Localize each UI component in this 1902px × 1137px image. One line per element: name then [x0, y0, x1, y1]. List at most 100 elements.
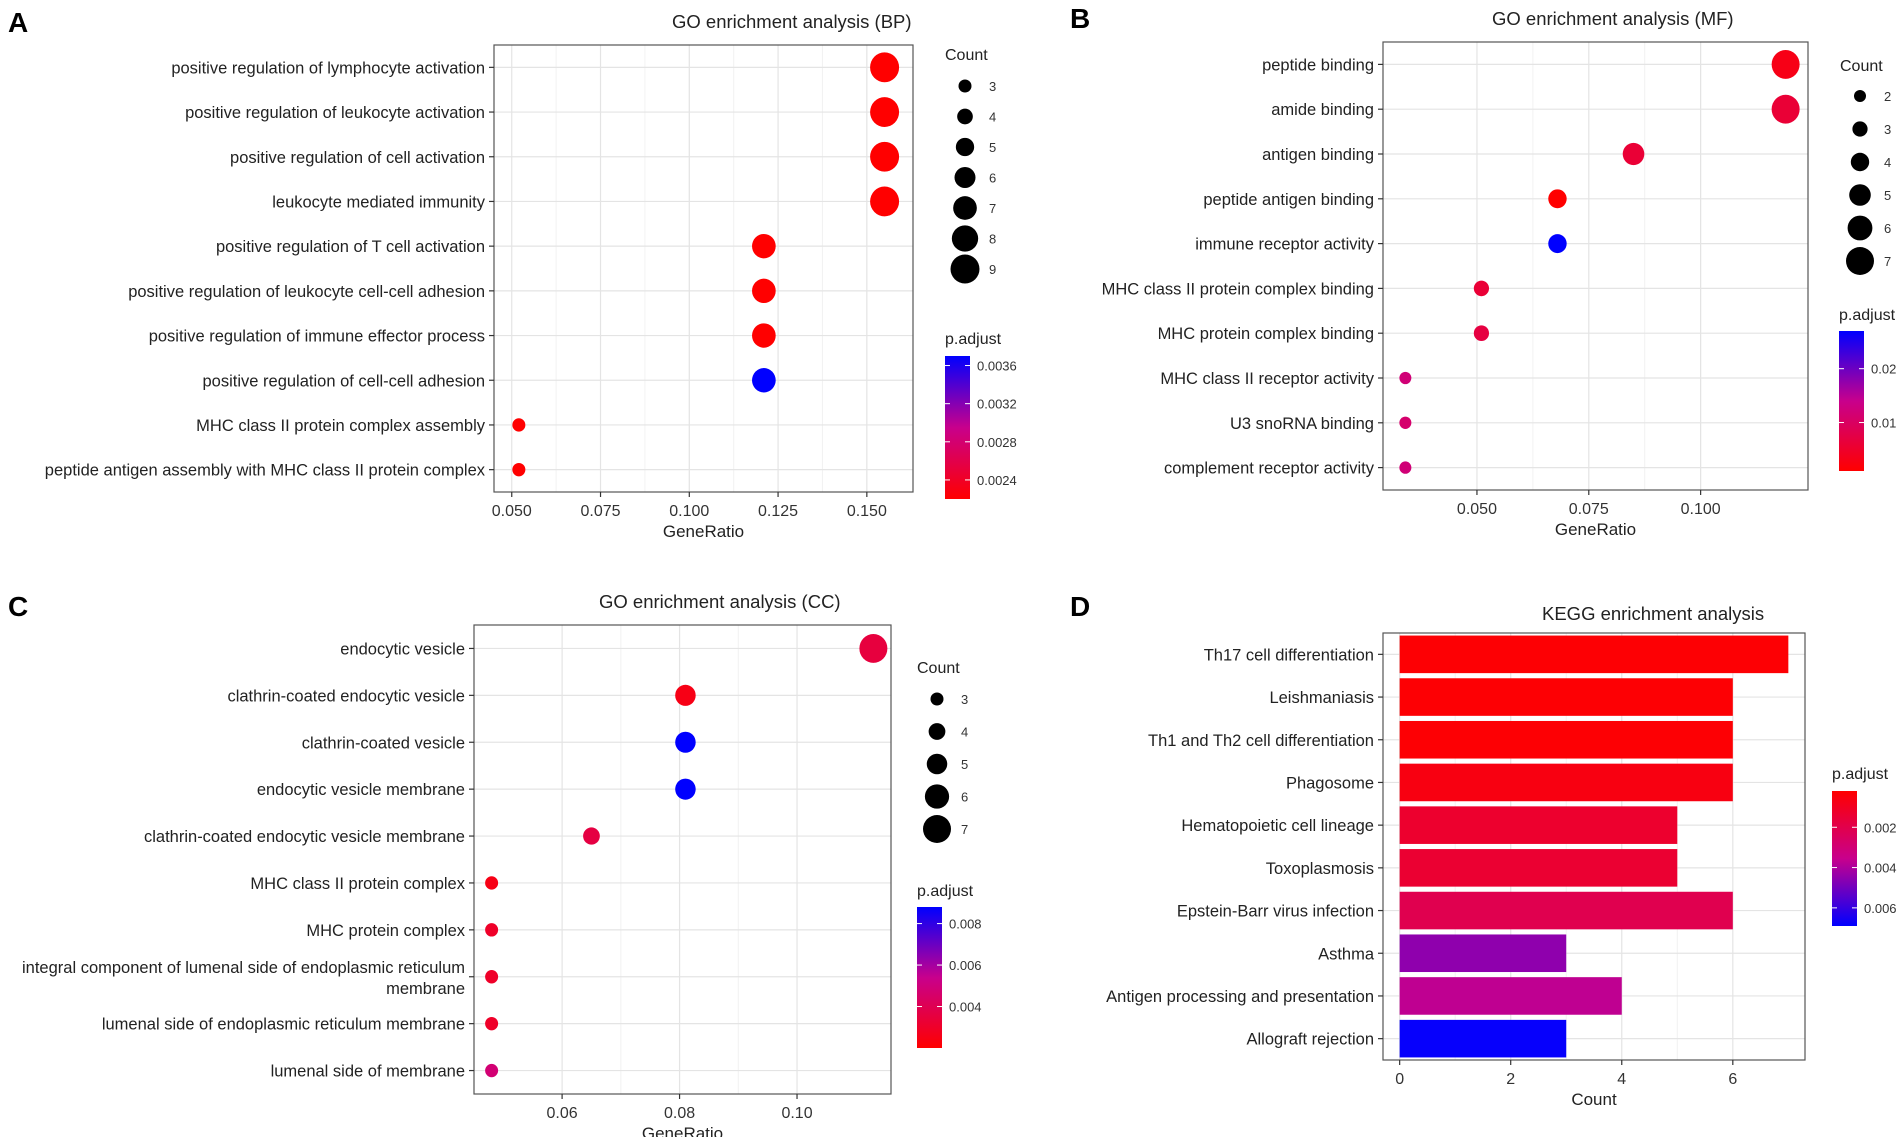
y-category-label: positive regulation of immune effector p… — [149, 328, 485, 346]
color-legend-bar — [917, 907, 942, 1048]
y-category-label: membrane — [386, 980, 465, 998]
color-legend-label: 0.004 — [1864, 861, 1897, 876]
data-point — [485, 923, 499, 937]
panel-d: KEGG enrichment analysis 0 2 4 6 Count Th17 ce… — [1106, 603, 1896, 1109]
x-tick-label: 0.08 — [664, 1105, 695, 1122]
data-point — [859, 634, 888, 663]
y-category-label: clathrin-coated vesicle — [302, 734, 465, 752]
panel-a: GO enrichment analysis (BP) 0.050 0.075 0.1… — [45, 11, 1017, 541]
y-category-label: Leishmaniasis — [1269, 689, 1374, 707]
x-tick-label: 0.050 — [492, 503, 532, 520]
data-point — [1622, 142, 1645, 166]
chart-title: KEGG enrichment analysis — [1542, 603, 1764, 624]
chart-title: GO enrichment analysis (BP) — [672, 11, 912, 32]
y-category-label: MHC class II protein complex assembly — [196, 417, 486, 435]
x-axis-label: GeneRatio — [1555, 520, 1636, 539]
x-tick-label: 0.050 — [1457, 501, 1497, 518]
color-legend-title: p.adjust — [1832, 766, 1889, 783]
data-point — [485, 1063, 499, 1078]
size-legend-dot — [1846, 247, 1874, 275]
y-category-label: peptide antigen binding — [1203, 191, 1374, 209]
y-category-label: positive regulation of cell-cell adhesio… — [203, 372, 486, 390]
y-category-label: U3 snoRNA binding — [1230, 415, 1374, 433]
plot-border — [1382, 41, 1809, 491]
color-legend-label: 0.0024 — [977, 473, 1017, 488]
data-point — [1548, 234, 1567, 254]
size-legend-dot — [954, 167, 976, 188]
data-point — [870, 52, 900, 83]
data-point — [870, 141, 900, 172]
y-category-label: Phagosome — [1286, 774, 1374, 792]
size-legend-dot — [923, 815, 951, 843]
panel-c: GO enrichment analysis (CC) 0.06 0.08 0.10 G… — [22, 591, 982, 1137]
size-legend-title: Count — [945, 47, 988, 64]
size-legend-label: 6 — [961, 790, 968, 805]
bar — [1399, 849, 1678, 887]
data-point — [1399, 371, 1412, 385]
size-legend-label: 7 — [989, 201, 996, 216]
y-category-label: Hematopoietic cell lineage — [1181, 817, 1374, 835]
data-point — [485, 970, 499, 984]
bar — [1399, 891, 1733, 930]
color-legend-bar — [945, 356, 970, 499]
color-legend-label: 0.0036 — [977, 359, 1017, 374]
y-category-label: MHC class II protein complex — [250, 875, 465, 893]
size-legend-dot — [957, 108, 973, 125]
y-category-label: peptide binding — [1262, 56, 1374, 74]
panel-label-b: B — [1070, 3, 1090, 34]
bar — [1399, 720, 1733, 759]
bar — [1399, 806, 1678, 844]
y-category-label: endocytic vesicle — [340, 640, 465, 658]
y-category-label: Epstein-Barr virus infection — [1177, 903, 1374, 921]
x-axis-label: GeneRatio — [642, 1124, 723, 1137]
y-category-label: MHC class II receptor activity — [1160, 370, 1374, 388]
size-legend-label: 7 — [1884, 254, 1891, 269]
y-category-label: Allograft rejection — [1247, 1031, 1374, 1049]
color-legend-label: 0.02 — [1871, 362, 1896, 377]
color-legend-label: 0.004 — [949, 1000, 982, 1015]
size-legend-label: 4 — [961, 725, 968, 740]
chart-title: GO enrichment analysis (MF) — [1492, 8, 1734, 29]
color-legend-title: p.adjust — [945, 331, 1002, 348]
data-point — [583, 827, 600, 845]
color-legend-title: p.adjust — [1839, 307, 1896, 324]
size-legend-label: 8 — [989, 232, 996, 247]
x-tick-label: 2 — [1506, 1071, 1515, 1088]
color-legend-label: 0.0032 — [977, 397, 1017, 412]
data-point — [870, 97, 900, 127]
x-tick-label: 0.06 — [547, 1105, 578, 1122]
data-point — [752, 233, 776, 259]
bar — [1399, 977, 1622, 1015]
size-legend-label: 5 — [961, 757, 968, 772]
panel-label-a: A — [8, 7, 28, 38]
size-legend-title: Count — [917, 660, 960, 677]
y-category-label: integral component of lumenal side of en… — [22, 959, 465, 977]
bar — [1399, 934, 1567, 973]
size-legend-dot — [951, 225, 979, 252]
data-point — [752, 323, 776, 348]
y-category-label: positive regulation of T cell activation — [216, 238, 485, 256]
data-point — [675, 778, 696, 800]
size-legend-dot — [924, 784, 950, 809]
y-category-label: Th1 and Th2 cell differentiation — [1148, 732, 1374, 750]
y-category-label: Toxoplasmosis — [1266, 860, 1374, 878]
data-point — [1473, 280, 1490, 297]
bar — [1399, 678, 1733, 716]
x-tick-label: 4 — [1617, 1071, 1626, 1088]
x-tick-label: 6 — [1728, 1071, 1737, 1088]
data-point — [752, 278, 776, 304]
y-category-label: Th17 cell differentiation — [1204, 646, 1374, 664]
size-legend-label: 7 — [961, 822, 968, 837]
color-legend-label: 0.0028 — [977, 435, 1017, 450]
size-legend-label: 2 — [1884, 89, 1891, 104]
color-legend-label: 0.01 — [1871, 416, 1896, 431]
size-legend-dot — [953, 196, 977, 220]
y-category-label: positive regulation of leukocyte cell-ce… — [128, 283, 485, 301]
data-point — [1771, 94, 1800, 124]
x-tick-label: 0.125 — [758, 503, 798, 520]
data-point — [1548, 189, 1567, 209]
color-legend-bar — [1839, 331, 1864, 471]
size-legend-dot — [928, 723, 946, 740]
y-category-label: MHC protein complex — [306, 922, 465, 940]
x-tick-label: 0.075 — [1569, 501, 1609, 518]
